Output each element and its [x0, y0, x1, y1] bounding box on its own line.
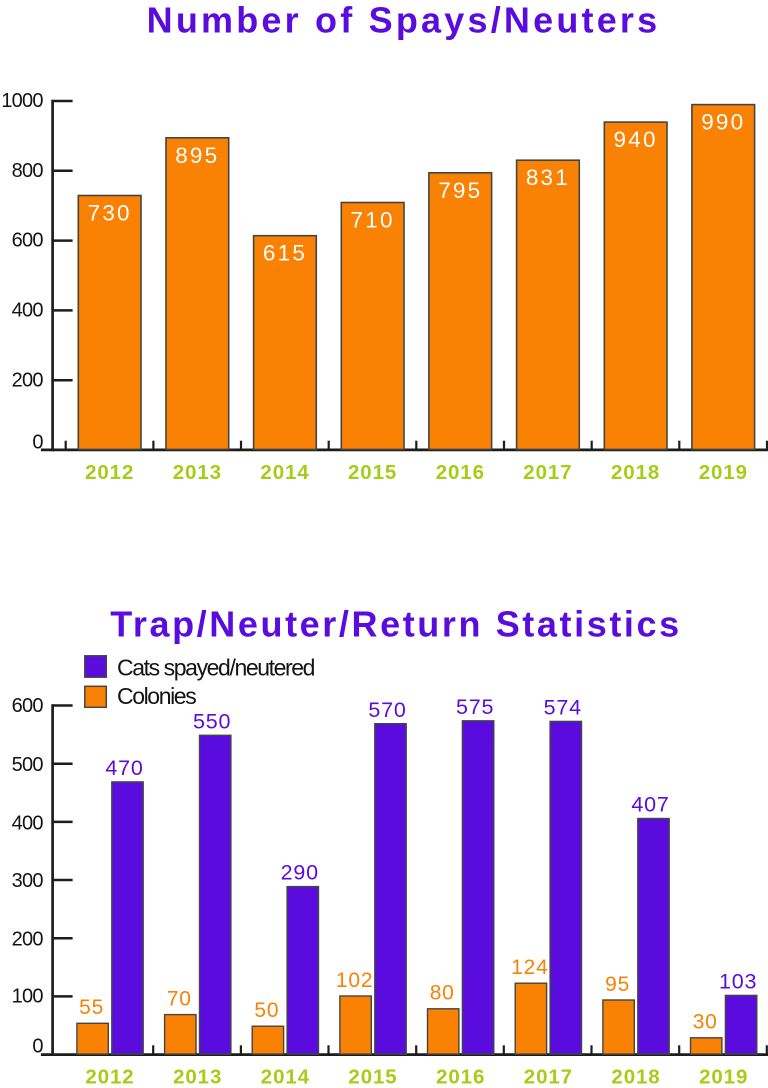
svg-text:800: 800	[12, 160, 44, 182]
svg-text:200: 200	[12, 928, 44, 950]
svg-text:990: 990	[701, 110, 745, 135]
svg-text:100: 100	[12, 985, 44, 1007]
svg-text:103: 103	[719, 970, 757, 994]
svg-text:400: 400	[12, 813, 44, 835]
svg-text:290: 290	[281, 861, 319, 885]
svg-text:80: 80	[430, 982, 455, 1005]
svg-text:55: 55	[79, 996, 104, 1019]
svg-text:2019: 2019	[699, 461, 748, 484]
svg-text:2013: 2013	[173, 1066, 222, 1088]
svg-text:2012: 2012	[85, 1066, 134, 1088]
svg-text:Trap/Neuter/Return Statistics: Trap/Neuter/Return Statistics	[110, 604, 682, 645]
svg-text:70: 70	[167, 987, 192, 1010]
svg-text:2018: 2018	[611, 461, 660, 484]
svg-text:Number of Spays/Neuters: Number of Spays/Neuters	[147, 0, 661, 41]
svg-text:470: 470	[105, 756, 143, 780]
svg-text:500: 500	[12, 754, 44, 776]
svg-text:2017: 2017	[523, 461, 572, 484]
svg-text:200: 200	[12, 369, 44, 391]
svg-text:0: 0	[32, 1036, 43, 1058]
svg-text:2015: 2015	[348, 1066, 397, 1088]
svg-text:300: 300	[12, 870, 44, 892]
svg-text:2014: 2014	[261, 1066, 310, 1088]
svg-text:30: 30	[693, 1011, 718, 1034]
svg-text:2015: 2015	[348, 461, 397, 484]
svg-text:2014: 2014	[260, 461, 309, 484]
svg-text:407: 407	[631, 793, 669, 817]
svg-text:730: 730	[88, 201, 132, 226]
svg-text:400: 400	[12, 300, 44, 322]
svg-text:795: 795	[438, 178, 482, 203]
svg-text:895: 895	[175, 143, 219, 168]
svg-text:0: 0	[32, 432, 43, 454]
svg-text:615: 615	[263, 241, 307, 266]
svg-text:831: 831	[526, 165, 570, 190]
svg-text:102: 102	[336, 969, 373, 992]
svg-text:2013: 2013	[173, 461, 222, 484]
svg-text:574: 574	[544, 696, 582, 720]
svg-text:2016: 2016	[436, 461, 485, 484]
svg-text:600: 600	[12, 230, 44, 252]
svg-text:124: 124	[511, 956, 548, 979]
svg-text:2016: 2016	[436, 1066, 485, 1088]
svg-text:940: 940	[614, 127, 658, 152]
svg-text:2012: 2012	[85, 461, 134, 484]
svg-text:570: 570	[368, 698, 406, 722]
svg-text:95: 95	[605, 973, 630, 996]
svg-text:2018: 2018	[611, 1066, 660, 1088]
svg-text:600: 600	[12, 695, 44, 717]
svg-text:2017: 2017	[524, 1066, 573, 1088]
svg-text:Colonies: Colonies	[117, 683, 196, 709]
svg-text:50: 50	[254, 999, 279, 1022]
svg-text:2019: 2019	[699, 1066, 748, 1088]
svg-text:Cats spayed/neutered: Cats spayed/neutered	[117, 654, 315, 680]
svg-text:710: 710	[351, 208, 395, 233]
svg-text:575: 575	[456, 695, 494, 719]
svg-text:550: 550	[193, 709, 231, 733]
svg-text:1000: 1000	[1, 90, 43, 112]
